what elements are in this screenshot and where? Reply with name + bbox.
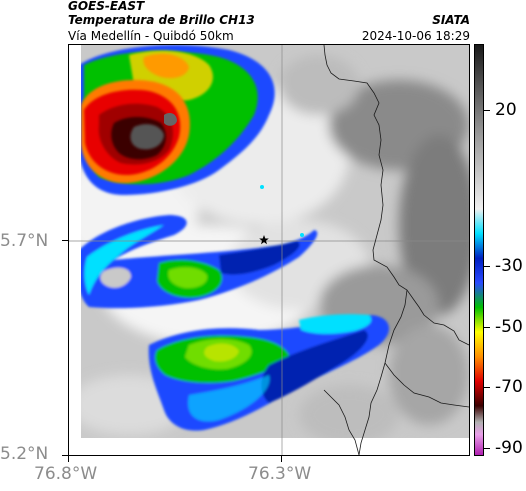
- x-tick: [68, 456, 69, 462]
- colorbar-tick: [484, 327, 490, 328]
- cold-speck: [300, 233, 304, 237]
- satellite-map[interactable]: [68, 44, 470, 456]
- lat-label-5-7: 5.7°N: [0, 231, 49, 251]
- y-tick: [62, 240, 68, 241]
- colorbar-label-minus-70: -70: [495, 377, 523, 397]
- colorbar-tick: [484, 448, 490, 449]
- image-datetime: 2024-10-06 18:29: [361, 29, 470, 43]
- convective-core-north: [79, 45, 275, 195]
- star-marker[interactable]: [259, 235, 269, 245]
- colorbar-label-minus-90: -90: [495, 438, 523, 458]
- department-boundary: [323, 45, 469, 346]
- no-data-margin-left: [69, 45, 81, 455]
- colorbar-label-minus-50: -50: [495, 317, 523, 337]
- colorbar-tick: [484, 266, 490, 267]
- organization-name: SIATA: [432, 13, 470, 27]
- department-boundary: [384, 362, 469, 408]
- department-boundary: [358, 289, 408, 455]
- colorbar-label-20: 20: [495, 100, 517, 120]
- satellite-image: [69, 45, 469, 455]
- x-tick: [281, 456, 282, 462]
- department-boundary: [323, 389, 360, 455]
- satellite-source: GOES-EAST: [68, 0, 145, 13]
- product-title: Temperatura de Brillo CH13: [68, 13, 255, 27]
- colorbar-tick: [484, 387, 490, 388]
- lon-label-76-3: 76.3°W: [248, 464, 312, 484]
- y-tick: [62, 455, 68, 456]
- no-data-margin-bottom: [69, 438, 469, 455]
- lon-label-76-8: 76.8°W: [34, 464, 98, 484]
- convective-band-middle: [77, 215, 318, 309]
- colorbar-tick: [484, 110, 490, 111]
- colorbar-label-minus-30: -30: [495, 256, 523, 276]
- convective-band-south: [148, 314, 390, 431]
- cold-speck: [260, 185, 264, 189]
- lat-label-5-2: 5.2°N: [0, 444, 49, 464]
- temperature-colorbar: [474, 44, 484, 456]
- area-subtitle: Vía Medellín - Quibdó 50km: [68, 29, 234, 43]
